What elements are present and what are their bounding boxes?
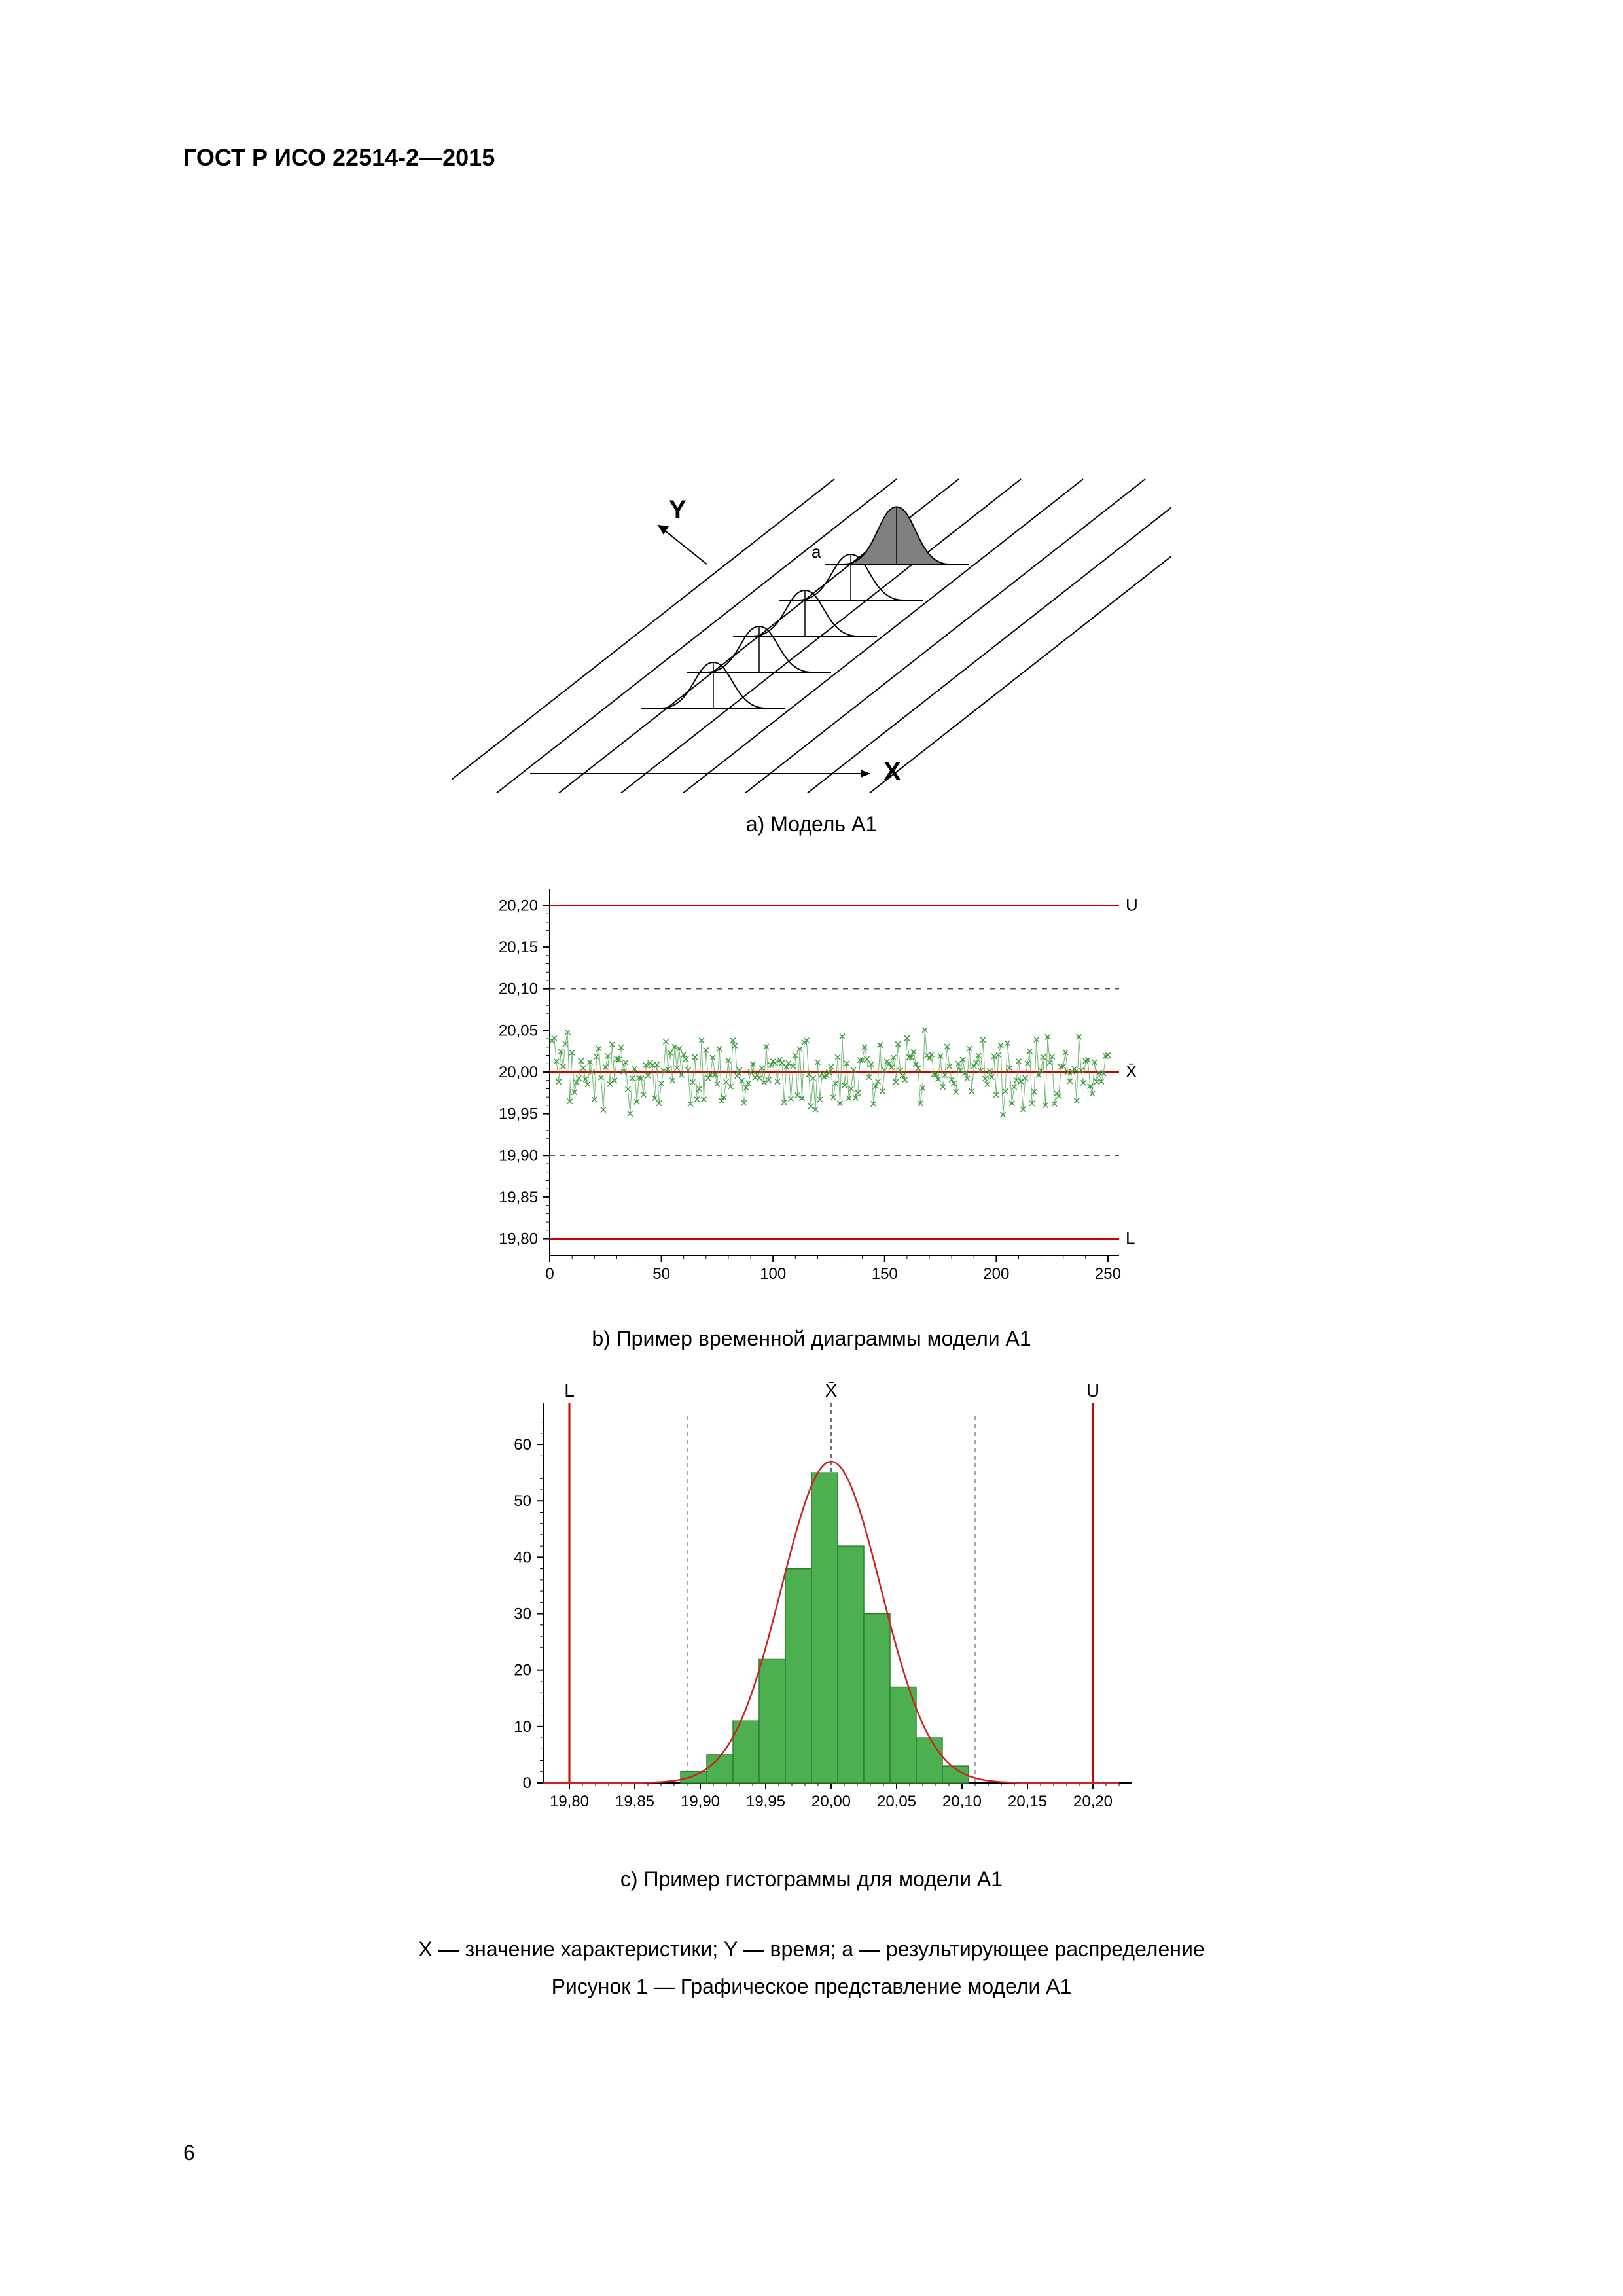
svg-text:20,05: 20,05 <box>499 1022 538 1039</box>
svg-text:19,95: 19,95 <box>746 1793 785 1810</box>
svg-text:10: 10 <box>514 1718 531 1736</box>
figure-a-block: X Ya a) Модель A1 <box>452 224 1171 863</box>
svg-text:19,90: 19,90 <box>499 1147 538 1164</box>
svg-text:19,85: 19,85 <box>615 1793 654 1810</box>
figure-c-block: 0 10 20 30 40 50 60 19,80 19,85 19,90 19,95 20,00 20… <box>452 1377 1171 1918</box>
figure-group: X Ya a) Модель A1 19,80 19,85 19,90 19,95 20,… <box>183 224 1440 1999</box>
svg-text:L: L <box>1126 1229 1135 1248</box>
svg-text:30: 30 <box>514 1605 531 1623</box>
svg-text:20,20: 20,20 <box>1073 1793 1113 1810</box>
svg-text:L: L <box>564 1380 575 1401</box>
svg-text:20,15: 20,15 <box>499 939 538 956</box>
svg-text:U: U <box>1086 1380 1099 1401</box>
svg-text:U: U <box>1126 895 1138 914</box>
svg-text:X: X <box>883 757 901 786</box>
svg-text:150: 150 <box>872 1265 898 1283</box>
page-number: 6 <box>183 2141 195 2165</box>
svg-text:50: 50 <box>652 1265 670 1283</box>
svg-text:0: 0 <box>545 1265 554 1283</box>
svg-text:20,15: 20,15 <box>1008 1793 1047 1810</box>
svg-text:19,85: 19,85 <box>499 1189 538 1206</box>
figure-title: Рисунок 1 — Графическое представление мо… <box>552 1975 1072 1999</box>
svg-text:0: 0 <box>523 1774 531 1792</box>
svg-text:Y: Y <box>669 495 687 524</box>
svg-text:19,95: 19,95 <box>499 1105 538 1123</box>
svg-text:20,05: 20,05 <box>877 1793 916 1810</box>
svg-text:20,10: 20,10 <box>499 980 538 998</box>
svg-text:20: 20 <box>514 1662 531 1679</box>
svg-text:250: 250 <box>1095 1265 1121 1283</box>
figure-c-svg: 0 10 20 30 40 50 60 19,80 19,85 19,90 19,95 20,00 20… <box>452 1377 1171 1848</box>
figure-b-block: 19,80 19,85 19,90 19,95 20,00 20,05 20,10 20,15… <box>452 863 1171 1377</box>
svg-text:20,00: 20,00 <box>812 1793 851 1810</box>
figure-b-svg: 19,80 19,85 19,90 19,95 20,00 20,05 20,10 20,15… <box>452 863 1171 1308</box>
figure-c-caption: c) Пример гистограммы для модели A1 <box>452 1867 1171 1892</box>
figure-a-svg: X Ya <box>452 224 1171 793</box>
svg-text:20,00: 20,00 <box>499 1064 538 1081</box>
svg-text:20,20: 20,20 <box>499 897 538 914</box>
svg-text:19,80: 19,80 <box>499 1230 538 1248</box>
svg-text:19,80: 19,80 <box>550 1793 589 1810</box>
figure-b-caption: b) Пример временной диаграммы модели A1 <box>452 1327 1171 1351</box>
svg-text:X̄: X̄ <box>1126 1062 1137 1081</box>
figure-a-caption: a) Модель A1 <box>452 812 1171 836</box>
svg-text:40: 40 <box>514 1549 531 1566</box>
svg-text:60: 60 <box>514 1436 531 1454</box>
svg-text:200: 200 <box>983 1265 1009 1283</box>
svg-text:X̄: X̄ <box>825 1380 838 1401</box>
figure-legend: X — значение характеристики; Y — время; … <box>418 1937 1204 1962</box>
svg-text:a: a <box>812 542 821 562</box>
svg-text:19,90: 19,90 <box>681 1793 720 1810</box>
svg-text:20,10: 20,10 <box>942 1793 982 1810</box>
svg-text:50: 50 <box>514 1492 531 1510</box>
doc-header: ГОСТ Р ИСО 22514-2—2015 <box>183 144 1440 171</box>
svg-text:100: 100 <box>760 1265 786 1283</box>
